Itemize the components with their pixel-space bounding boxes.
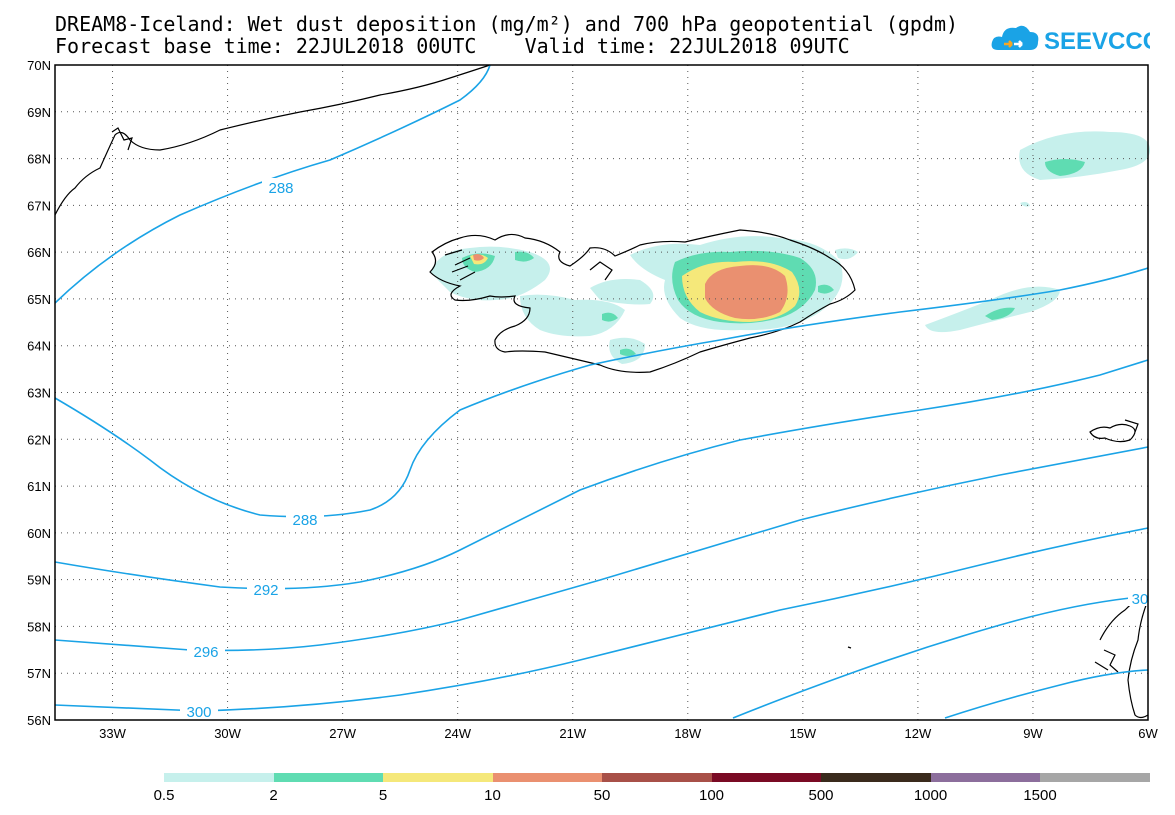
longitude-tick-label: 18W xyxy=(674,726,701,741)
latitude-tick-label: 63N xyxy=(27,386,51,401)
map-time-info: Forecast base time: 22JUL2018 00UTC Vali… xyxy=(55,34,850,58)
coastlines xyxy=(54,64,1149,719)
latitude-labels: 70N 69N 68N 67N 66N 65N 64N 63N 62N 61N 60N 59N 58N 5… xyxy=(27,58,51,728)
colorbar-swatch xyxy=(930,773,1041,782)
latitude-tick-label: 60N xyxy=(27,526,51,541)
longitude-tick-label: 24W xyxy=(444,726,471,741)
colorbar-label: 10 xyxy=(484,787,501,804)
colorbar-label: 0.5 xyxy=(153,787,175,804)
longitude-tick-label: 15W xyxy=(789,726,816,741)
colorbar-swatch xyxy=(492,773,603,782)
longitude-tick-label: 27W xyxy=(329,726,356,741)
longitude-tick-label: 30W xyxy=(214,726,241,741)
latitude-tick-label: 61N xyxy=(27,479,51,494)
graticule xyxy=(55,65,1148,720)
colorbar-label: 50 xyxy=(593,787,611,804)
contour-label: 288 xyxy=(292,512,317,529)
latitude-tick-label: 62N xyxy=(27,432,51,447)
latitude-tick-label: 65N xyxy=(27,292,51,307)
colorbar-label: 2 xyxy=(269,787,278,804)
colorbar-swatch xyxy=(602,773,712,782)
cloud-logo-icon: SEEVCCC xyxy=(991,25,1160,55)
colorbar-label: 1500 xyxy=(1023,787,1057,804)
longitude-tick-label: 6W xyxy=(1138,726,1158,741)
contour-label: 30 xyxy=(1132,591,1149,608)
map-frame xyxy=(54,64,1149,721)
dust-deposition-shading xyxy=(430,131,1150,364)
latitude-tick-label: 66N xyxy=(27,245,51,260)
longitude-tick-label: 12W xyxy=(905,726,932,741)
colorbar-swatch xyxy=(711,773,822,782)
colorbar-swatch xyxy=(1040,773,1150,782)
contour-label: 296 xyxy=(193,644,218,661)
longitude-tick-label: 33W xyxy=(99,726,126,741)
latitude-tick-label: 64N xyxy=(27,339,51,354)
colorbar-swatch xyxy=(164,773,274,782)
colorbar-label: 1000 xyxy=(913,787,948,804)
contour-label: 288 xyxy=(268,180,293,197)
longitude-tick-label: 21W xyxy=(559,726,586,741)
map-title: DREAM8-Iceland: Wet dust deposition (mg/… xyxy=(55,12,959,36)
colorbar-label: 500 xyxy=(808,787,834,804)
geopotential-contours xyxy=(54,64,1149,719)
colorbar-label: 100 xyxy=(698,787,725,804)
logo-text: SEEVCCC xyxy=(1044,28,1150,55)
contour-labels: 288 288 292 296 300 30 xyxy=(180,178,1150,721)
latitude-tick-label: 67N xyxy=(27,198,51,213)
longitude-labels: 33W 30W 27W 24W 21W 18W 15W 12W 9W 6W xyxy=(99,726,1158,741)
seevccc-logo: SEEVCCC xyxy=(990,20,1160,56)
contour-label: 292 xyxy=(253,582,278,599)
latitude-tick-label: 56N xyxy=(27,713,51,728)
latitude-tick-label: 70N xyxy=(27,58,51,73)
latitude-tick-label: 58N xyxy=(27,619,51,634)
contour-label: 300 xyxy=(186,704,211,721)
latitude-tick-label: 68N xyxy=(27,152,51,167)
colorbar-label: 5 xyxy=(378,787,388,804)
latitude-tick-label: 59N xyxy=(27,573,51,588)
latitude-tick-label: 69N xyxy=(27,105,51,120)
longitude-tick-label: 9W xyxy=(1023,726,1043,741)
latitude-tick-label: 57N xyxy=(27,666,51,681)
colorbar-swatch xyxy=(383,773,493,782)
colorbar-swatch xyxy=(273,773,384,782)
colorbar-swatch xyxy=(821,773,931,782)
